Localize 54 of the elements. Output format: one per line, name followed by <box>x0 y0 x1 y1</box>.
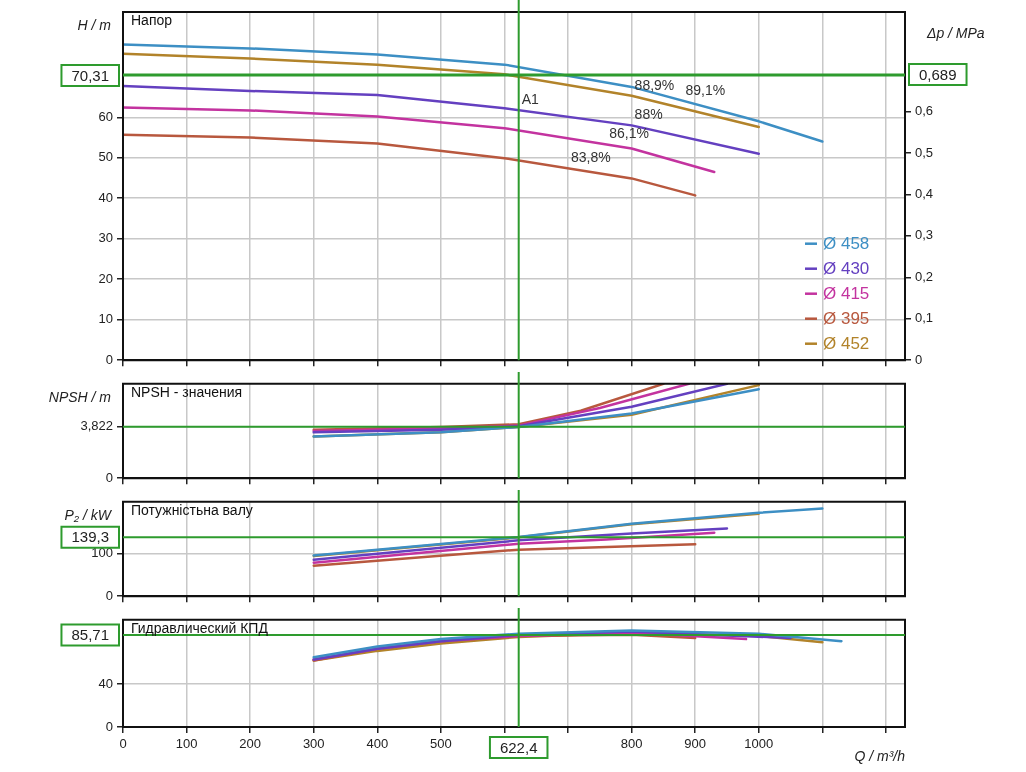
x-tick-label: 0 <box>119 736 127 752</box>
legend-label: Ø 415 <box>823 284 870 304</box>
y-tick-label: 0 <box>105 587 113 603</box>
legend-label: Ø 458 <box>823 234 870 254</box>
y2-axis-title: Δp / MPa <box>926 24 985 41</box>
annotation: A1 <box>521 91 540 108</box>
y2-tick-label: 0,1 <box>915 310 934 326</box>
y2-tick-label: 0 <box>915 351 923 367</box>
annotation: 88% <box>634 106 663 123</box>
chart-title: Потужністьна валу <box>131 501 253 518</box>
y-tick-label: 100 <box>91 545 113 561</box>
y-tick-label: 0 <box>105 718 113 734</box>
y-tick-label: 40 <box>98 189 113 205</box>
y-axis-title: H / m <box>77 16 112 33</box>
annotation: 89,1% <box>685 81 726 98</box>
y2-tick-label: 0,4 <box>915 185 934 201</box>
ref-line-label: 622,4 <box>499 738 538 756</box>
y-tick-label: 10 <box>98 311 113 327</box>
y-axis-title: NPSH / m <box>48 388 112 405</box>
legend-label: Ø 395 <box>823 309 870 329</box>
x-tick-label: 300 <box>302 736 325 752</box>
y-tick-label: 30 <box>98 230 113 246</box>
x-tick-label: 800 <box>620 736 643 752</box>
y2-tick-label: 0,6 <box>915 103 934 119</box>
ref-line-label: 70,31 <box>71 66 110 84</box>
x-tick-label: 900 <box>684 736 707 752</box>
y2-tick-label: 0,5 <box>915 144 934 160</box>
x-tick-label: 500 <box>430 736 452 752</box>
x-tick-label: 1000 <box>744 736 774 752</box>
y-tick-label: 60 <box>98 108 113 124</box>
annotation: 83,8% <box>571 149 611 166</box>
annotation: 86,1% <box>609 125 649 142</box>
x-tick-label: 100 <box>175 736 198 752</box>
chart-title: Гидравлический КПД <box>131 619 269 636</box>
chart-title: NPSH - значения <box>131 383 243 400</box>
y-tick-label: 50 <box>98 149 113 165</box>
y2-tick-label: 0,2 <box>915 268 934 284</box>
ref-line-label: 85,71 <box>71 626 110 644</box>
x-axis-title: Q / m³/h <box>854 747 906 764</box>
y-tick-label: 3,822 <box>80 418 113 434</box>
y-tick-label: 40 <box>98 675 113 691</box>
ref-line-label: 0,689 <box>918 65 957 83</box>
x-tick-label: 400 <box>366 736 389 752</box>
y2-tick-label: 0,3 <box>915 227 934 243</box>
annotation: 88,9% <box>634 76 675 93</box>
y-tick-label: 20 <box>98 270 113 286</box>
legend-label: Ø 430 <box>823 259 870 279</box>
y-tick-label: 0 <box>105 351 113 367</box>
y-tick-label: 0 <box>105 469 113 485</box>
legend-label: Ø 452 <box>823 334 870 354</box>
x-tick-label: 200 <box>239 736 262 752</box>
chart-title: Напор <box>131 11 173 28</box>
y-axis-title: P₂ / kW <box>64 506 113 523</box>
ref-line-label: 139,3 <box>71 528 110 546</box>
